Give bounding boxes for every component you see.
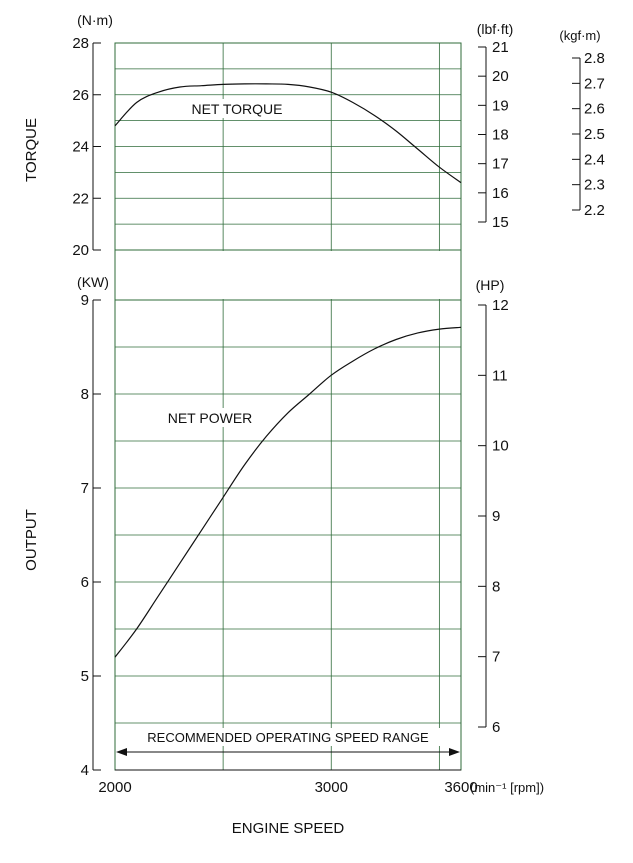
range-label-bg <box>116 728 460 746</box>
x-axis-title: ENGINE SPEED <box>232 820 345 837</box>
recommended-range-label: RECOMMENDED OPERATING SPEED RANGE <box>147 730 429 745</box>
x-tick-label: 3000 <box>315 779 348 796</box>
torque-left-tick-label: 20 <box>72 242 89 259</box>
torque-lbfft-tick-label: 18 <box>492 127 509 144</box>
x-tick-label: 2000 <box>98 779 131 796</box>
torque-axis-title: TORQUE <box>23 118 40 182</box>
power-left-tick-label: 6 <box>81 574 89 591</box>
torque-unit-kgfm: (kgf·m) <box>559 28 600 43</box>
net-power-label-bg <box>148 408 274 427</box>
torque-unit-lbfft: (lbf·ft) <box>477 21 514 37</box>
torque-lbfft-tick-label: 21 <box>492 39 509 56</box>
power-unit-kw: (KW) <box>77 274 109 290</box>
power-hp-tick-label: 10 <box>492 438 509 455</box>
power-left-tick-label: 5 <box>81 668 89 685</box>
torque-unit-nm: (N·m) <box>77 12 113 28</box>
torque-kgfm-tick-label: 2.4 <box>584 151 605 168</box>
text-layer: 20 22 24 26 28 4 5 6 7 8 9 15 16 17 18 19 20 21 2.2 2.3 2.4 2… <box>23 12 605 837</box>
power-hp-tick-label: 9 <box>492 508 500 525</box>
power-hp-tick-label: 7 <box>492 649 500 666</box>
power-unit-hp: (HP) <box>476 277 505 293</box>
curve-layer <box>114 83 462 658</box>
net-torque-label-bg <box>168 99 306 118</box>
power-hp-tick-label: 8 <box>492 578 500 595</box>
torque-plot-frame <box>114 42 462 251</box>
torque-kgfm-tick-label: 2.2 <box>584 202 605 219</box>
torque-kgfm-tick-label: 2.5 <box>584 126 605 143</box>
net-torque-line <box>114 83 462 184</box>
power-left-tick-label: 8 <box>81 386 89 403</box>
power-left-tick-label: 7 <box>81 480 89 497</box>
range-arrow-left-head <box>116 748 127 756</box>
output-axis-title: OUTPUT <box>23 509 40 571</box>
net-torque-label: NET TORQUE <box>191 101 282 117</box>
torque-kgfm-tick-label: 2.3 <box>584 177 605 194</box>
range-arrow-right-head <box>449 748 460 756</box>
grid-layer <box>114 42 462 771</box>
torque-kgfm-tick-label: 2.6 <box>584 101 605 118</box>
net-power-label: NET POWER <box>168 410 253 426</box>
net-power-line <box>114 326 462 658</box>
x-unit-label: (min⁻¹ [rpm]) <box>470 780 544 795</box>
torque-lbfft-tick-label: 15 <box>492 214 509 231</box>
torque-lbfft-tick-label: 16 <box>492 185 509 202</box>
torque-kgfm-tick-label: 2.8 <box>584 50 605 67</box>
power-hp-tick-label: 11 <box>492 367 508 384</box>
torque-left-tick-label: 26 <box>72 87 89 104</box>
power-hp-tick-label: 6 <box>492 719 500 736</box>
torque-left-tick-label: 24 <box>72 139 89 156</box>
power-left-tick-label: 4 <box>81 762 89 779</box>
torque-lbfft-tick-label: 17 <box>492 156 509 173</box>
power-hp-tick-label: 12 <box>492 297 509 314</box>
torque-kgfm-tick-label: 2.7 <box>584 75 605 92</box>
axis-layer <box>92 42 581 771</box>
panel-gap <box>114 251 462 299</box>
torque-lbfft-tick-label: 19 <box>492 97 509 114</box>
power-left-tick-label: 9 <box>81 292 89 309</box>
torque-lbfft-tick-label: 20 <box>492 68 509 85</box>
torque-left-tick-label: 28 <box>72 35 89 52</box>
torque-left-tick-label: 22 <box>72 190 89 207</box>
x-tick-label: 3600 <box>444 779 477 796</box>
